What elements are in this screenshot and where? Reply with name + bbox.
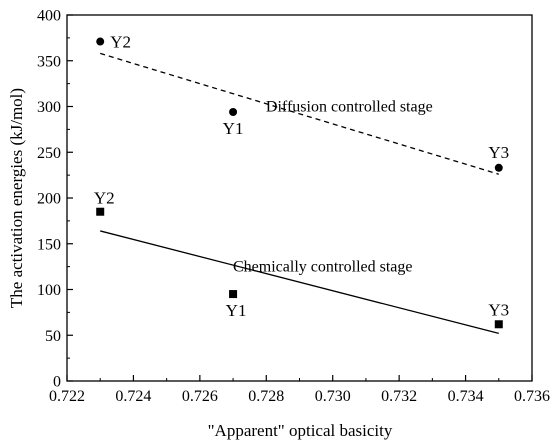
square-marker-y3: [494, 320, 503, 329]
x-tick-label: 0.732: [381, 388, 417, 405]
plot-frame: [66, 14, 533, 382]
y-tick-label: 150: [37, 236, 61, 253]
diffusion-point-label-y2: Y2: [110, 33, 131, 52]
y-tick-label: 300: [37, 99, 61, 116]
y-tick-label: 200: [37, 191, 61, 208]
data-points-layer: [96, 37, 503, 329]
x-tick-label: 0.730: [315, 388, 351, 405]
x-tick-label: 0.726: [182, 388, 218, 405]
x-tick-label: 0.724: [115, 388, 151, 405]
y-tick-label: 350: [37, 53, 61, 70]
y-tick-label: 0: [53, 374, 61, 391]
circle-marker-y3: [494, 163, 503, 172]
trendlines-layer: [100, 52, 499, 335]
diffusion-trendline: [100, 52, 499, 175]
circle-marker-y2: [96, 37, 105, 46]
chemical-point-label-y1: Y1: [226, 301, 247, 320]
chemical-series-label: Chemically controlled stage: [233, 259, 413, 276]
square-marker-y1: [229, 290, 238, 299]
ticks-layer: 0.722 0.724 0.726 0.728 0.730 0.732 0.734 0.736…: [37, 8, 550, 406]
y-tick-label: 250: [37, 145, 61, 162]
x-tick-label: 0.722: [49, 388, 85, 405]
diffusion-point-label-y3: Y3: [488, 143, 509, 162]
labels-layer: Y2 Y1 Y3 Diffusion controlled stage Y2 Y1 Y3 Ch…: [94, 33, 509, 321]
y-tick-label: 400: [37, 8, 61, 25]
diffusion-point-label-y1: Y1: [223, 119, 244, 138]
y-tick-label: 100: [37, 282, 61, 299]
x-tick-label: 0.736: [514, 388, 550, 405]
x-tick-label: 0.728: [248, 388, 284, 405]
x-axis-title: "Apparent" optical basicity: [208, 421, 393, 440]
chemical-trendline: [100, 230, 499, 335]
y-axis-title: The activation energies (kJ/mol): [7, 88, 26, 308]
y-tick-label: 50: [45, 328, 61, 345]
circle-marker-y1: [229, 107, 238, 116]
chemical-point-label-y2: Y2: [94, 189, 115, 208]
chemical-point-label-y3: Y3: [488, 300, 509, 319]
square-marker-y2: [96, 207, 105, 216]
x-tick-label: 0.734: [448, 388, 484, 405]
diffusion-series-label: Diffusion controlled stage: [266, 99, 433, 116]
